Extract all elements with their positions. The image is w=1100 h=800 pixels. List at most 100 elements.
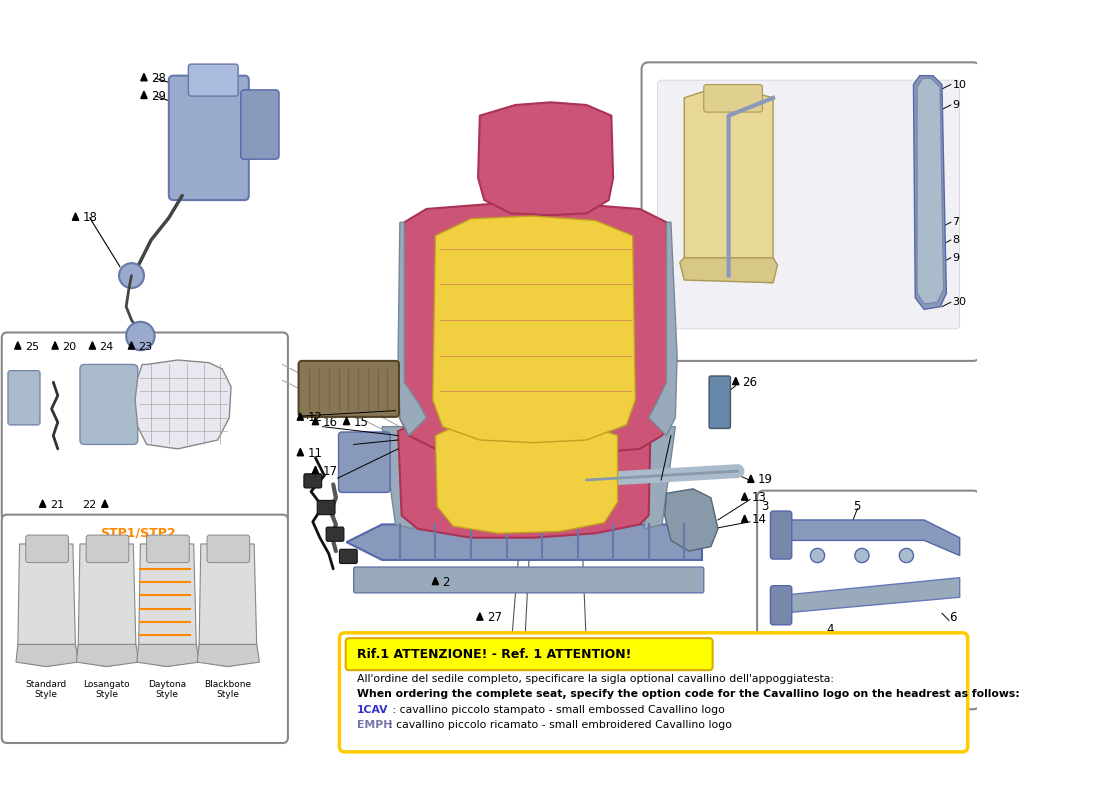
Polygon shape: [139, 544, 197, 666]
Text: 7: 7: [953, 218, 959, 227]
FancyBboxPatch shape: [438, 662, 513, 690]
Polygon shape: [73, 213, 79, 220]
Polygon shape: [197, 644, 260, 666]
Text: 4: 4: [826, 622, 834, 636]
Polygon shape: [199, 544, 256, 666]
Text: 25: 25: [25, 342, 39, 352]
FancyBboxPatch shape: [86, 535, 129, 562]
Polygon shape: [664, 489, 718, 551]
Text: 1CAV: 1CAV: [358, 705, 388, 715]
Text: excellence: excellence: [461, 373, 641, 462]
Text: 20: 20: [63, 342, 76, 352]
Text: Daytona
Style: Daytona Style: [148, 680, 186, 699]
Text: Blackbone
Style: Blackbone Style: [204, 680, 251, 699]
Polygon shape: [917, 78, 944, 304]
Polygon shape: [89, 342, 96, 349]
Text: 27: 27: [487, 611, 502, 624]
Text: INTP: INTP: [434, 647, 472, 661]
FancyBboxPatch shape: [757, 490, 980, 710]
Polygon shape: [78, 544, 136, 666]
Text: 23: 23: [139, 342, 153, 352]
Text: EMPH: EMPH: [358, 720, 393, 730]
Text: STP1/STP2: STP1/STP2: [100, 526, 176, 540]
Text: 22: 22: [82, 500, 97, 510]
Polygon shape: [741, 515, 748, 522]
Polygon shape: [645, 426, 675, 529]
FancyBboxPatch shape: [168, 76, 249, 200]
Text: passion for: passion for: [433, 336, 624, 429]
Text: 9: 9: [953, 100, 959, 110]
Text: 11: 11: [308, 447, 322, 460]
Polygon shape: [141, 74, 147, 81]
Polygon shape: [436, 419, 617, 534]
FancyBboxPatch shape: [770, 586, 792, 625]
Text: 10: 10: [953, 79, 967, 90]
Text: 3: 3: [761, 500, 769, 513]
FancyBboxPatch shape: [317, 501, 336, 514]
Text: 15: 15: [354, 416, 368, 429]
FancyBboxPatch shape: [658, 80, 959, 329]
Polygon shape: [312, 466, 319, 474]
Polygon shape: [52, 342, 58, 349]
Polygon shape: [741, 493, 748, 500]
Text: All'ordine del sedile completo, specificare la sigla optional cavallino dell'app: All'ordine del sedile completo, specific…: [358, 674, 834, 684]
Polygon shape: [129, 342, 134, 349]
Text: 30: 30: [953, 298, 967, 307]
Text: 6: 6: [949, 611, 957, 624]
Polygon shape: [780, 578, 959, 614]
FancyBboxPatch shape: [146, 535, 189, 562]
FancyBboxPatch shape: [710, 376, 730, 429]
Polygon shape: [40, 500, 46, 507]
Text: 29: 29: [151, 90, 166, 102]
FancyBboxPatch shape: [340, 550, 358, 563]
Polygon shape: [476, 613, 483, 620]
FancyBboxPatch shape: [304, 474, 321, 488]
Text: Rif.1 ATTENZIONE! - Ref. 1 ATTENTION!: Rif.1 ATTENZIONE! - Ref. 1 ATTENTION!: [358, 648, 631, 661]
FancyBboxPatch shape: [354, 567, 704, 593]
Text: When ordering the complete seat, specify the option code for the Cavallino logo : When ordering the complete seat, specify…: [358, 689, 1020, 699]
Circle shape: [811, 548, 825, 562]
Polygon shape: [312, 418, 319, 425]
Text: 26: 26: [742, 376, 757, 389]
FancyBboxPatch shape: [339, 432, 390, 493]
Text: 5: 5: [854, 500, 860, 513]
Polygon shape: [398, 222, 427, 435]
Polygon shape: [400, 202, 671, 455]
Text: : cavallino piccolo stampato - small embossed Cavallino logo: : cavallino piccolo stampato - small emb…: [389, 705, 725, 715]
FancyBboxPatch shape: [2, 514, 288, 743]
Text: = 1: = 1: [462, 669, 487, 682]
FancyBboxPatch shape: [241, 90, 279, 159]
Text: : cavallino piccolo ricamato - small embroidered Cavallino logo: : cavallino piccolo ricamato - small emb…: [389, 720, 733, 730]
Circle shape: [855, 548, 869, 562]
Polygon shape: [141, 91, 147, 98]
Text: STC1/STC2: STC1/STC2: [544, 647, 629, 661]
FancyBboxPatch shape: [326, 527, 344, 542]
Text: 24: 24: [99, 342, 113, 352]
Polygon shape: [343, 418, 350, 425]
Text: DUAL/DAAL: DUAL/DAAL: [468, 647, 557, 661]
FancyBboxPatch shape: [298, 361, 399, 417]
Polygon shape: [432, 578, 439, 585]
Polygon shape: [14, 342, 21, 349]
Polygon shape: [448, 670, 455, 678]
FancyBboxPatch shape: [770, 511, 792, 559]
Circle shape: [119, 263, 144, 288]
Polygon shape: [297, 413, 304, 420]
Polygon shape: [748, 475, 754, 482]
Text: Losangato
Style: Losangato Style: [84, 680, 130, 699]
Text: 8: 8: [953, 235, 959, 245]
Text: 14: 14: [751, 514, 767, 526]
Polygon shape: [432, 216, 636, 442]
Polygon shape: [398, 409, 650, 538]
Text: 17: 17: [322, 465, 338, 478]
Polygon shape: [136, 644, 199, 666]
Text: 21: 21: [50, 500, 64, 510]
Polygon shape: [680, 258, 778, 282]
FancyBboxPatch shape: [8, 370, 40, 425]
Polygon shape: [649, 222, 678, 435]
Text: 12: 12: [308, 411, 322, 424]
FancyBboxPatch shape: [340, 633, 968, 752]
Polygon shape: [780, 520, 959, 555]
Text: 28: 28: [151, 72, 166, 85]
Text: 19: 19: [758, 474, 773, 486]
